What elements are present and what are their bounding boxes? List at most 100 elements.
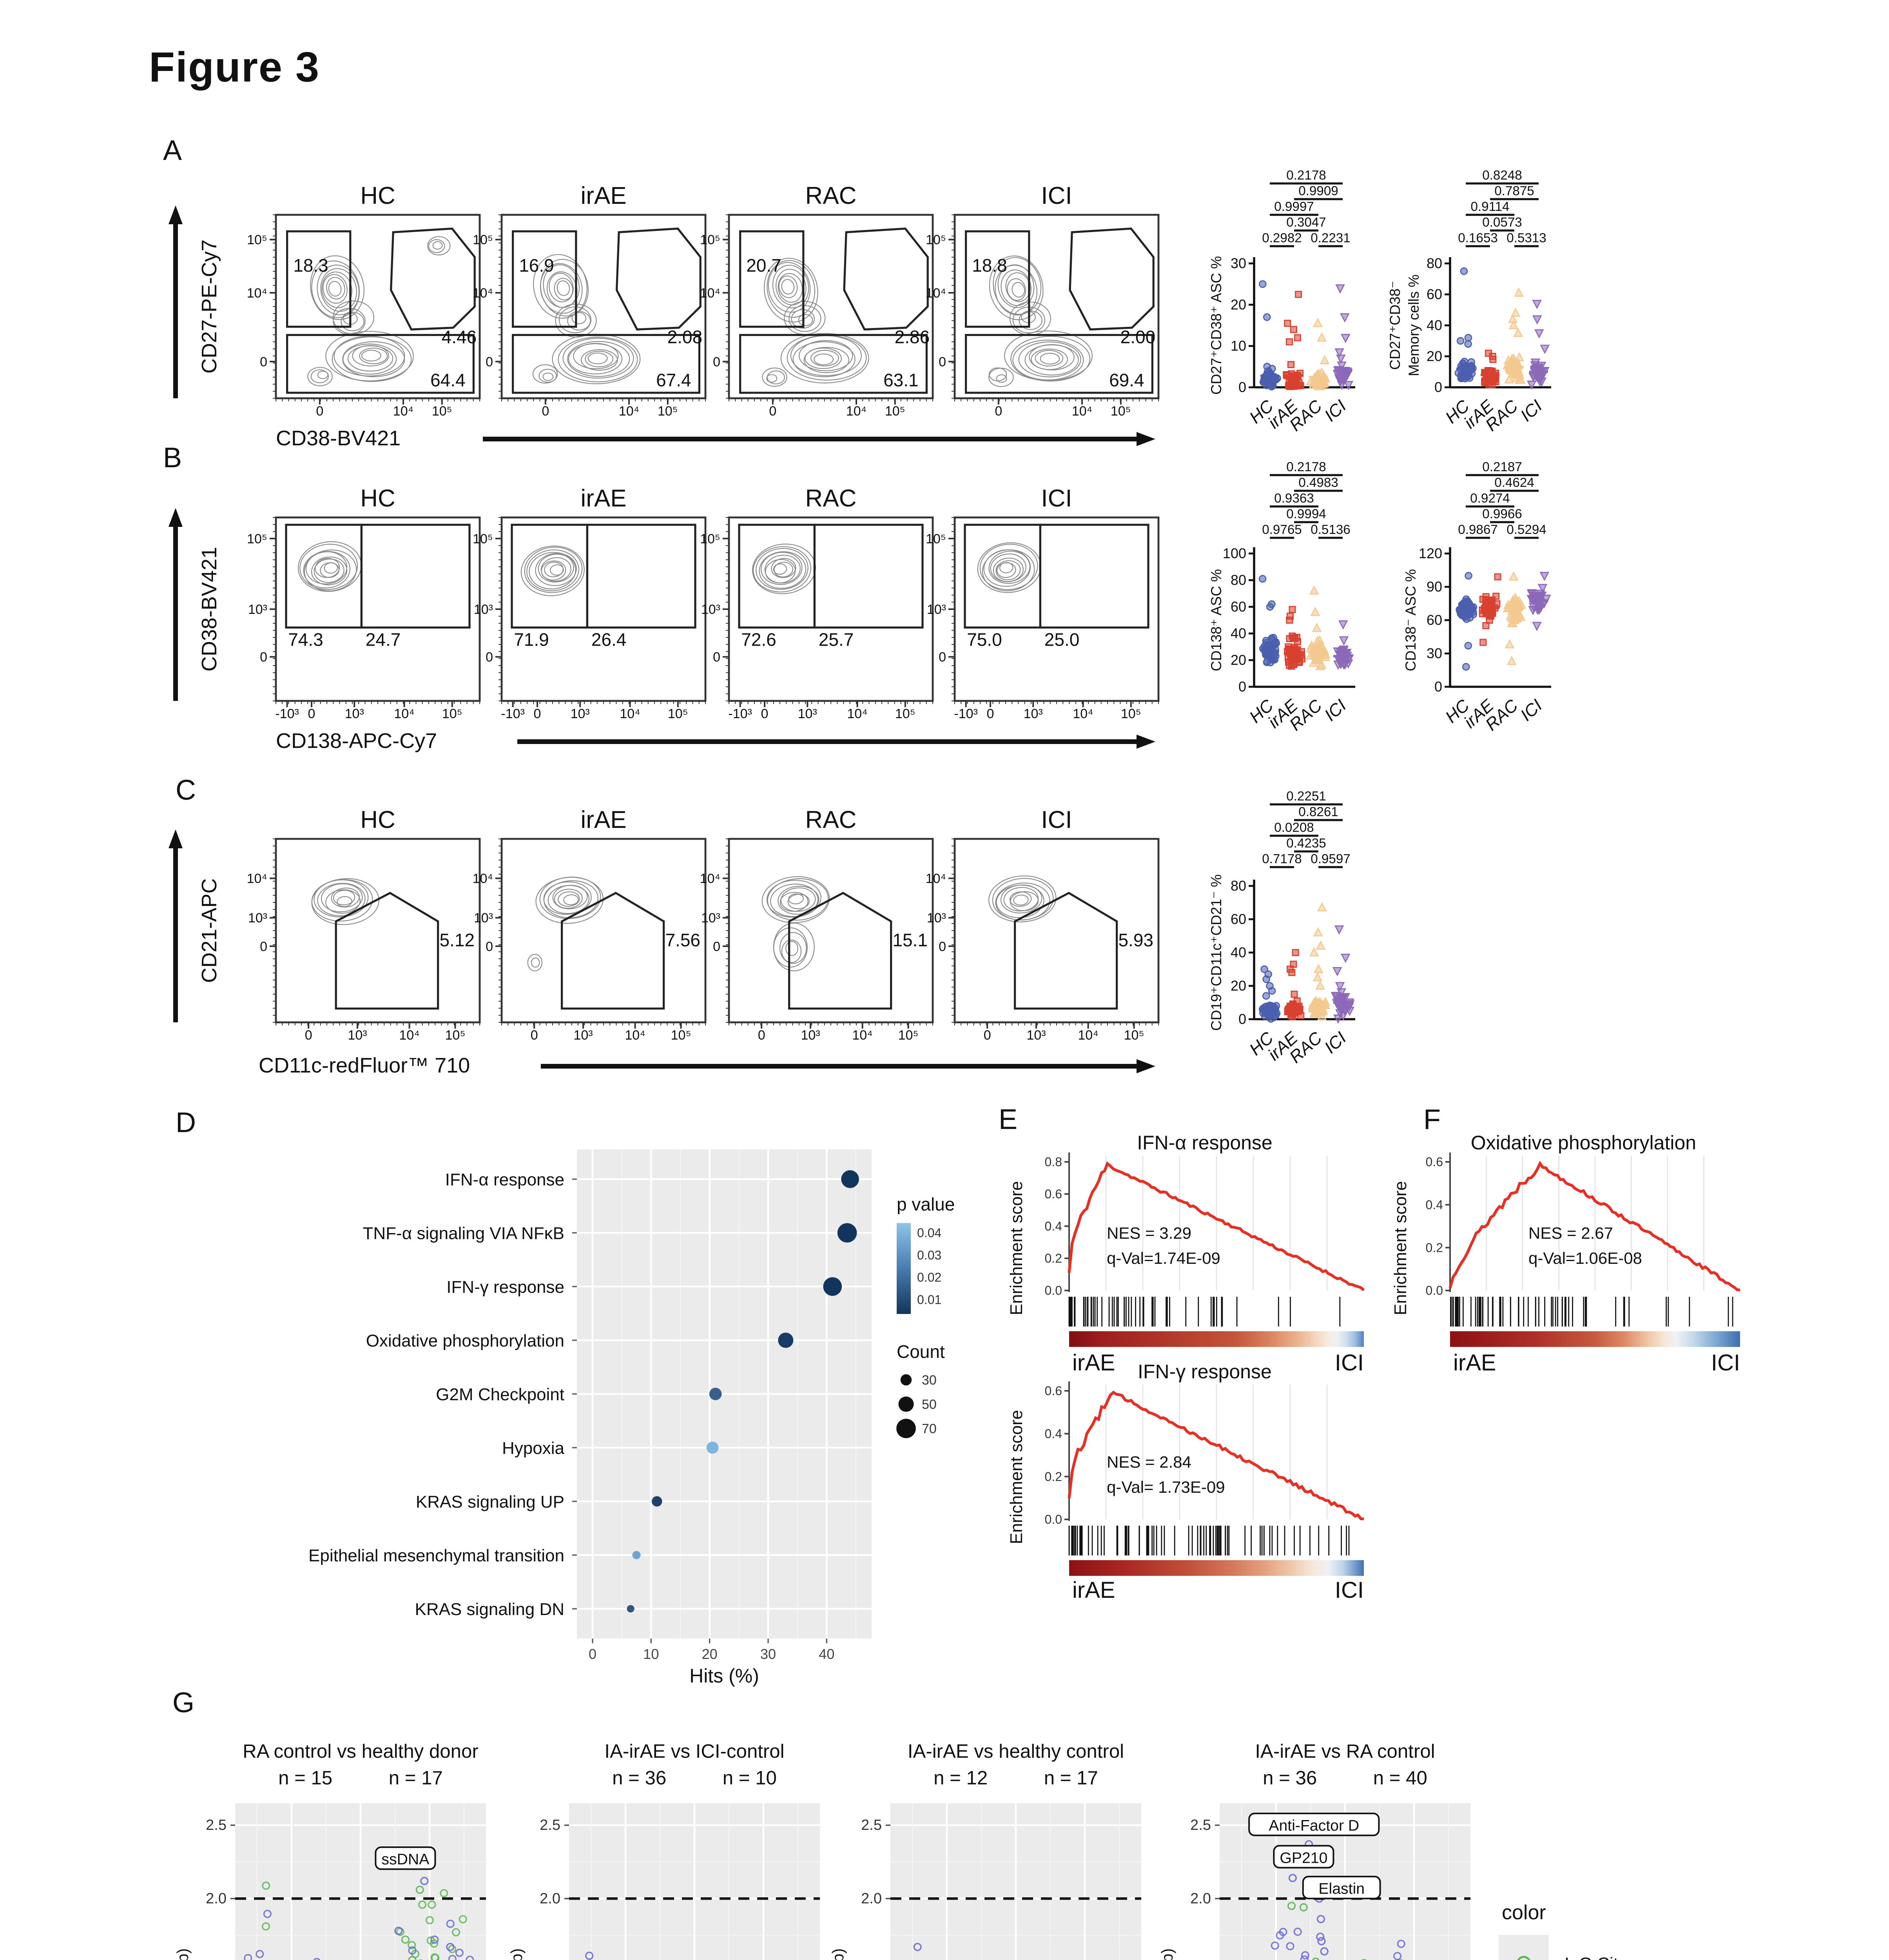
contour-ring [337, 896, 352, 907]
p-value: 0.9274 [1470, 491, 1510, 506]
flow-plot-B-ICI: ICI 75.0 25.0 10⁵ 10³ 0 -10³ 0 10³ 10⁴ 10⁵ [926, 485, 1160, 721]
y-tick-label: 10³ [248, 602, 267, 617]
y-tick-label: 10⁴ [473, 286, 493, 301]
contour-ring [799, 340, 853, 371]
y-tick-label: 10⁴ [926, 286, 946, 301]
data-point [1268, 600, 1276, 608]
contour-ring [770, 884, 819, 917]
contour-ring [781, 279, 795, 295]
contour-ring [554, 278, 573, 301]
pathway-label: Epithelial mesenchymal transition [308, 1546, 564, 1565]
flow-y-axis-label: CD27-PE-Cy7 [198, 240, 221, 374]
p-value: 0.9994 [1286, 507, 1326, 521]
data-point [1340, 313, 1350, 323]
p-value: 0.5294 [1506, 523, 1546, 537]
contour-ring [771, 558, 796, 578]
x-tick-label: 10⁴ [1072, 404, 1092, 419]
contour-ring [778, 886, 819, 915]
gsea-title: IFN-γ response [1138, 1361, 1272, 1383]
volcano-point [418, 1900, 427, 1909]
x-tick-label: 30 [760, 1646, 776, 1662]
data-point [1464, 334, 1472, 342]
data-point [1482, 379, 1490, 387]
gate-value: 5.12 [439, 930, 475, 950]
volcano-point [420, 1877, 429, 1886]
gate-value: 64.4 [430, 370, 466, 390]
p-value: 0.0573 [1482, 215, 1522, 230]
flow-x-axis-label: CD138-APC-Cy7 [276, 729, 437, 753]
x-tick-label: 0 [534, 706, 541, 721]
contour-ring [317, 264, 360, 316]
contour-ring [778, 275, 798, 298]
contour-ring [539, 877, 601, 919]
data-point [1540, 345, 1550, 354]
volcano-point [1312, 1957, 1320, 1960]
gsea-y-tick-label: 0.0 [1045, 1512, 1062, 1526]
contour-ring [767, 370, 785, 385]
gate-right [360, 524, 471, 629]
volcano-n-right: n = 40 [1373, 1767, 1427, 1789]
contour-ring [538, 368, 557, 383]
gate-value: 2.86 [895, 327, 930, 347]
data-point [1463, 611, 1471, 619]
bubble [841, 1170, 859, 1188]
x-tick-label: 10⁵ [442, 706, 462, 721]
x-tick-label: -10³ [501, 706, 524, 721]
flow-plot-title: HC [360, 485, 395, 512]
contour-ring [552, 885, 588, 909]
contour-ring [520, 545, 585, 596]
gsea-plot: IFN-γ response Enrichment score 0.6 0.4 0.2 0… [1007, 1361, 1364, 1603]
y-tick-label: 0 [260, 354, 267, 369]
y-tick-label: 10⁴ [700, 871, 720, 886]
volcano-point [1316, 1933, 1325, 1941]
volcano-point [1287, 1902, 1296, 1910]
gate-value: 63.1 [883, 370, 919, 390]
data-point [1535, 605, 1545, 614]
contour-ring [988, 368, 1014, 387]
contour-ring [1009, 891, 1032, 907]
volcano-n-right: n = 17 [1044, 1767, 1098, 1789]
contour-ring [567, 311, 591, 330]
data-point [1333, 1014, 1343, 1024]
contour-ring [764, 555, 801, 584]
gate-value: 2.08 [667, 327, 703, 347]
data-point [1512, 612, 1523, 622]
data-point [1287, 383, 1294, 390]
data-point [1456, 337, 1465, 345]
p-legend-label: 0.01 [917, 1292, 941, 1307]
flow-y-axis-label: CD38-BV421 [198, 547, 221, 671]
p-value: 0.2178 [1286, 168, 1326, 183]
strip-y-tick-label: 80 [1231, 572, 1246, 588]
contour-ring [1012, 282, 1025, 298]
gate-value: 75.0 [967, 630, 1002, 650]
volcano-title: IA-irAE vs healthy control [908, 1740, 1124, 1762]
y-tick-label: 0 [486, 939, 493, 954]
group-label: ICI [1321, 396, 1350, 425]
contour-ring [989, 367, 1007, 381]
data-point [1258, 575, 1267, 583]
flow-plot-title: irAE [580, 806, 626, 833]
contour-ring [427, 236, 451, 256]
data-point [1513, 327, 1523, 337]
p-value: 0.9114 [1470, 200, 1509, 214]
gsea-plot: IFN-α response Enrichment score 0.8 0.6 0.4 0… [1007, 1132, 1365, 1376]
y-tick-label: 10³ [701, 602, 720, 617]
contour-ring [780, 887, 816, 912]
gsea-y-tick-label: 0.4 [1045, 1427, 1062, 1441]
y-tick-label: 0 [939, 939, 946, 954]
contour-ring [304, 549, 357, 592]
data-point [1285, 662, 1293, 669]
gsea-y-tick-label: 0.2 [1045, 1470, 1062, 1484]
group-label: ICI [1517, 696, 1546, 725]
data-point [1318, 378, 1328, 388]
data-point [1262, 992, 1270, 1000]
pathway-label: KRAS signaling UP [416, 1492, 564, 1512]
gate-value: 15.1 [892, 930, 928, 950]
data-point [1532, 299, 1542, 309]
y-tick-label: 2.5 [540, 1817, 560, 1833]
gsea-y-tick-label: 0.6 [1045, 1187, 1062, 1201]
y-tick-label: 10⁴ [247, 286, 267, 301]
volcano-point [585, 1951, 594, 1960]
